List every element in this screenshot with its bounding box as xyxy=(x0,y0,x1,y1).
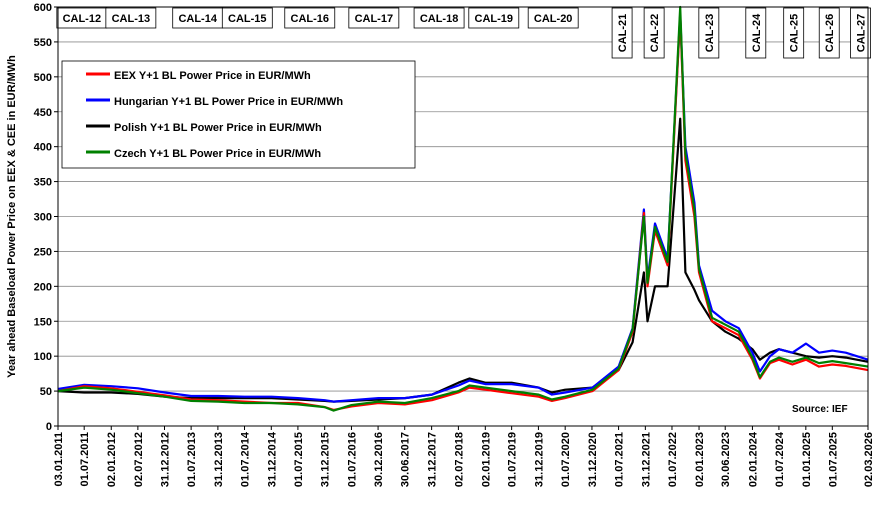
svg-text:CAL-26: CAL-26 xyxy=(824,14,836,53)
x-tick-label: 31.12.2019 xyxy=(533,432,545,487)
svg-text:CAL-18: CAL-18 xyxy=(420,13,459,25)
legend: EEX Y+1 BL Power Price in EUR/MWh Hungari… xyxy=(61,60,416,169)
legend-label: Hungarian Y+1 BL Power Price in EUR/MWh xyxy=(114,96,343,108)
x-tick-label: 02.01.2012 xyxy=(106,432,118,487)
svg-text:CAL-21: CAL-21 xyxy=(617,14,629,53)
cal-label: CAL-26 xyxy=(818,7,840,59)
y-tick-label: 300 xyxy=(34,212,52,224)
x-tick-label: 31.12.2017 xyxy=(427,432,439,487)
legend-entry: Polish Y+1 BL Power Price in EUR/MWh xyxy=(86,122,322,134)
y-tick-label: 0 xyxy=(46,421,52,433)
x-tick-label: 01.07.2025 xyxy=(827,432,839,487)
x-tick-label: 02.01.2019 xyxy=(480,432,492,487)
x-tick-label: 03.01.2011 xyxy=(53,432,65,486)
y-tick-label: 350 xyxy=(34,177,52,189)
svg-text:CAL-16: CAL-16 xyxy=(291,13,330,25)
x-tick-label: 31.12.2021 xyxy=(640,432,652,487)
y-axis-label: Year ahead Baseload Power Price on EEX &… xyxy=(6,55,18,378)
x-tick-label: 31.12.2015 xyxy=(320,432,332,487)
x-tick-label: 30.12.2016 xyxy=(373,432,385,487)
svg-text:CAL-22: CAL-22 xyxy=(649,14,661,53)
y-tick-label: 400 xyxy=(34,142,52,154)
x-tick-label: 02.07.2012 xyxy=(133,432,145,487)
x-tick-label: 01.07.2013 xyxy=(186,432,198,487)
x-tick-label: 01.07.2016 xyxy=(346,432,358,487)
svg-text:CAL-17: CAL-17 xyxy=(355,13,394,25)
y-tick-label: 100 xyxy=(34,351,52,363)
x-tick-label: 02.03.2026 xyxy=(863,432,873,487)
x-tick-label: 02.01.2023 xyxy=(694,432,706,487)
y-tick-label: 550 xyxy=(34,37,52,49)
x-tick-label: 30.06.2023 xyxy=(720,432,732,487)
y-tick-label: 250 xyxy=(34,246,52,258)
x-tick-label: 01.07.2024 xyxy=(774,431,786,487)
svg-text:CAL-14: CAL-14 xyxy=(178,13,217,25)
svg-text:CAL-23: CAL-23 xyxy=(704,14,716,53)
series-layer xyxy=(57,5,869,412)
x-tick-label: 01.07.2019 xyxy=(507,432,519,487)
y-tick-label: 200 xyxy=(34,281,52,293)
svg-text:CAL-15: CAL-15 xyxy=(228,13,267,25)
series-line-1 xyxy=(57,12,869,403)
x-tick-label: 01.07.2014 xyxy=(240,431,252,487)
cal-label: CAL-15 xyxy=(221,7,273,29)
cal-annotations: CAL-12 CAL-13 CAL-14 CAL-15 CAL-16 CAL-17 CAL-… xyxy=(56,7,871,59)
x-tick-label: 02.07.2018 xyxy=(453,432,465,487)
cal-label: CAL-19 xyxy=(468,7,520,29)
legend-label: EEX Y+1 BL Power Price in EUR/MWh xyxy=(114,70,311,82)
legend-label: Polish Y+1 BL Power Price in EUR/MWh xyxy=(114,122,322,134)
cal-label: CAL-13 xyxy=(105,7,157,29)
svg-text:CAL-13: CAL-13 xyxy=(112,13,151,25)
x-tick-label: 30.06.2017 xyxy=(400,432,412,487)
svg-text:CAL-20: CAL-20 xyxy=(534,13,573,25)
svg-text:CAL-25: CAL-25 xyxy=(789,14,801,53)
x-tick-label: 01.07.2015 xyxy=(293,432,305,487)
legend-entry: EEX Y+1 BL Power Price in EUR/MWh xyxy=(86,70,311,82)
x-tick-label: 01.01.2025 xyxy=(801,432,813,487)
legend-box xyxy=(61,60,416,169)
x-tick-label: 01.07.2020 xyxy=(560,432,572,487)
cal-label: CAL-24 xyxy=(745,7,767,59)
y-tick-label: 600 xyxy=(34,2,52,14)
cal-label: CAL-17 xyxy=(348,7,400,29)
x-tick-label: 01.07.2022 xyxy=(667,432,679,487)
svg-text:CAL-24: CAL-24 xyxy=(751,13,763,52)
x-tick-label: 01.07.2011 xyxy=(79,432,91,486)
y-tick-label: 50 xyxy=(40,386,52,398)
legend-label: Czech Y+1 BL Power Price in EUR/MWh xyxy=(114,148,321,160)
gridlines xyxy=(58,41,868,392)
source-note: Source: IEF xyxy=(792,404,848,415)
cal-label: CAL-20 xyxy=(527,7,579,29)
y-tick-label: 450 xyxy=(34,107,52,119)
x-tick-label: 01.07.2021 xyxy=(614,432,626,487)
y-axis: 0 50 100 150 200 250 300 350 400 450 500 550 600 xyxy=(34,2,58,433)
x-tick-label: 31.12.2014 xyxy=(266,431,278,487)
svg-text:CAL-19: CAL-19 xyxy=(475,13,514,25)
x-axis: 03.01.2011 01.07.2011 02.01.2012 02.07.2012… xyxy=(53,426,873,487)
cal-label: CAL-18 xyxy=(413,7,465,29)
y-tick-label: 500 xyxy=(34,72,52,84)
x-tick-label: 31.12.2020 xyxy=(587,432,599,487)
x-tick-label: 02.01.2024 xyxy=(747,431,759,487)
cal-label: CAL-22 xyxy=(643,7,665,59)
legend-entry: Czech Y+1 BL Power Price in EUR/MWh xyxy=(86,148,321,160)
cal-label: CAL-27 xyxy=(850,7,871,59)
cal-label: CAL-23 xyxy=(698,7,720,59)
series-line-3 xyxy=(57,5,869,412)
svg-text:CAL-27: CAL-27 xyxy=(856,14,868,53)
x-tick-label: 31.12.2013 xyxy=(213,432,225,487)
cal-label: CAL-12 xyxy=(56,7,108,29)
cal-label: CAL-16 xyxy=(284,7,336,29)
cal-label: CAL-21 xyxy=(611,7,633,59)
x-tick-label: 31.12.2012 xyxy=(159,432,171,487)
y-tick-label: 150 xyxy=(34,316,52,328)
cal-label: CAL-14 xyxy=(172,7,224,29)
svg-text:CAL-12: CAL-12 xyxy=(63,13,102,25)
legend-entry: Hungarian Y+1 BL Power Price in EUR/MWh xyxy=(86,96,343,108)
cal-label: CAL-25 xyxy=(783,7,805,59)
